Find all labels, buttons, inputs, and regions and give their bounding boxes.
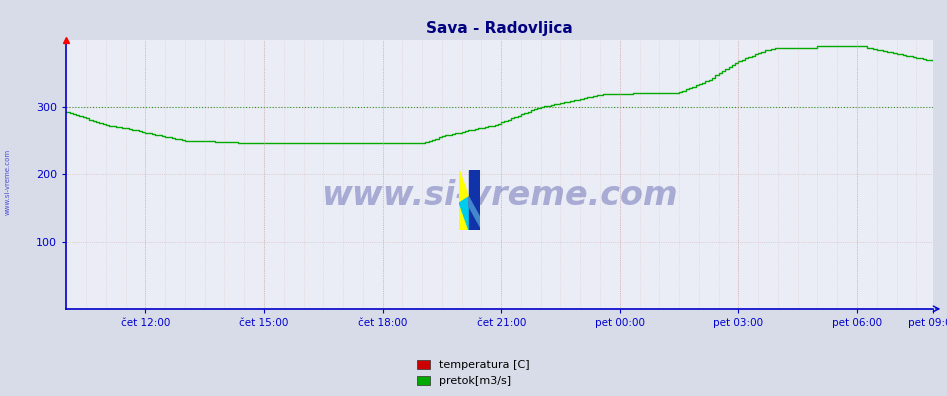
Polygon shape — [459, 197, 469, 230]
Text: www.si-vreme.com: www.si-vreme.com — [5, 149, 10, 215]
Polygon shape — [459, 170, 469, 230]
Polygon shape — [469, 197, 480, 227]
Polygon shape — [469, 170, 480, 230]
Text: www.si-vreme.com: www.si-vreme.com — [321, 179, 678, 212]
Title: Sava - Radovljica: Sava - Radovljica — [426, 21, 573, 36]
Legend: temperatura [C], pretok[m3/s]: temperatura [C], pretok[m3/s] — [413, 355, 534, 390]
